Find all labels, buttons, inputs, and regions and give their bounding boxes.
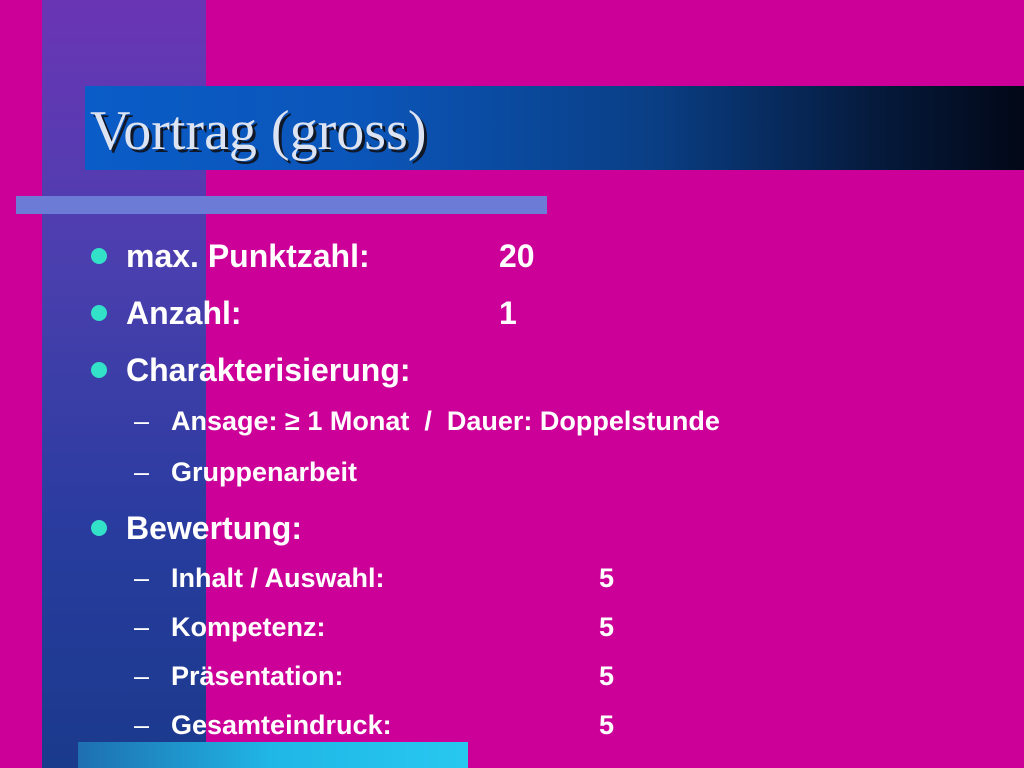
bullet-icon <box>91 305 107 321</box>
sub-item-inhalt-auswahl: Inhalt / Auswahl: 5 <box>171 561 631 595</box>
item-label: Charakterisierung: <box>126 352 411 388</box>
dash-icon: – <box>134 661 150 691</box>
title-underline-bar <box>16 196 547 214</box>
item-value: 5 <box>599 710 615 740</box>
list-item-anzahl: Anzahl: 1 <box>126 293 586 333</box>
item-label: Kompetenz: <box>171 612 326 642</box>
list-item-charakterisierung: Charakterisierung: <box>126 350 411 390</box>
item-value: 5 <box>599 563 615 593</box>
title-bar <box>85 86 1024 170</box>
item-label: Präsentation: <box>171 661 344 691</box>
sub-item-kompetenz: Kompetenz: 5 <box>171 610 631 644</box>
dash-icon: – <box>134 457 150 487</box>
item-label: Anzahl: <box>126 295 242 331</box>
item-label: Gesamteindruck: <box>171 710 392 740</box>
sub-item-gruppenarbeit: Gruppenarbeit <box>171 455 357 489</box>
dash-icon: – <box>134 612 150 642</box>
bullet-icon <box>91 248 107 264</box>
dash-icon: – <box>134 406 150 436</box>
item-value: 5 <box>599 612 615 642</box>
item-label: max. Punktzahl: <box>126 238 370 274</box>
item-label: Gruppenarbeit <box>171 457 358 487</box>
bullet-icon <box>91 362 107 378</box>
item-label: Bewertung: <box>126 510 302 546</box>
dash-icon: – <box>134 710 150 740</box>
list-item-max-punktzahl: max. Punktzahl: 20 <box>126 236 586 276</box>
dash-icon: – <box>134 563 150 593</box>
sub-item-gesamteindruck: Gesamteindruck: 5 <box>171 708 631 742</box>
sub-item-ansage: Ansage: ≥ 1 Monat / Dauer: Doppelstunde <box>171 404 720 438</box>
bullet-icon <box>91 520 107 536</box>
list-item-bewertung: Bewertung: <box>126 508 302 548</box>
bottom-decorative-bar <box>78 742 468 768</box>
item-value: 5 <box>599 661 615 691</box>
sub-item-praesentation: Präsentation: 5 <box>171 659 631 693</box>
item-value: 1 <box>499 295 517 331</box>
slide-title: Vortrag (gross) <box>90 100 427 162</box>
item-label: Inhalt / Auswahl: <box>171 563 385 593</box>
item-label: Ansage: ≥ 1 Monat / Dauer: Doppelstunde <box>171 406 720 436</box>
item-value: 20 <box>499 238 535 274</box>
